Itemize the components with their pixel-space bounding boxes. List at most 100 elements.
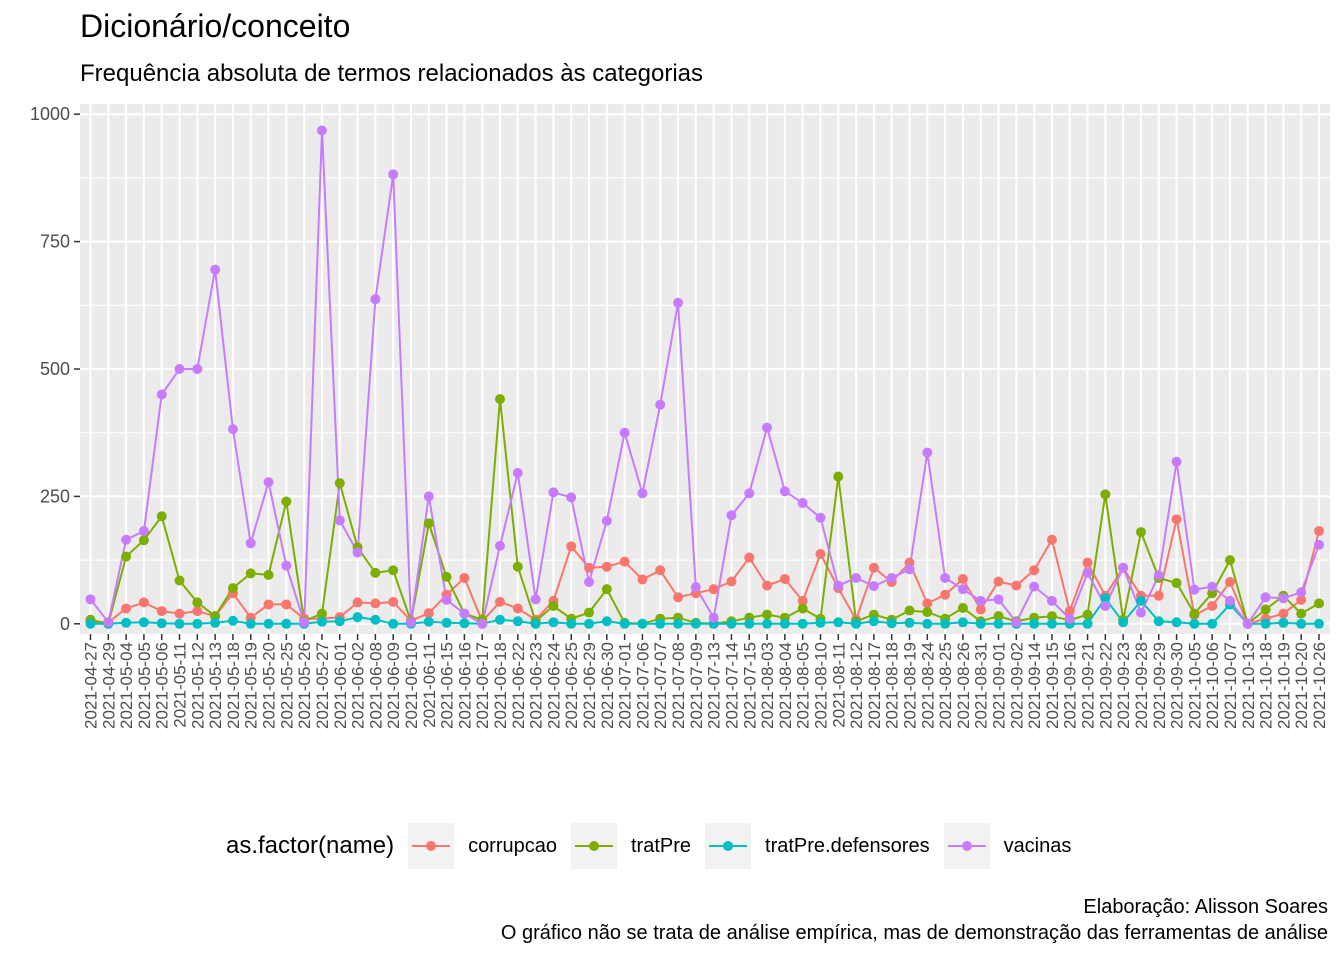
data-point-tratPre xyxy=(121,551,132,562)
data-point-vacinas xyxy=(1064,613,1075,624)
data-point-vacinas xyxy=(655,399,666,410)
data-point-vacinas xyxy=(156,389,167,400)
x-tick-label: 2021-09-28 xyxy=(1132,642,1151,729)
x-tick-label: 2021-08-04 xyxy=(776,642,795,729)
data-point-corrupcao xyxy=(388,596,399,607)
data-point-tratPre xyxy=(904,605,915,616)
data-point-corrupcao xyxy=(1153,590,1164,601)
data-point-vacinas xyxy=(584,577,595,588)
legend-key-point xyxy=(426,841,437,851)
data-point-vacinas xyxy=(708,612,719,623)
data-point-vacinas xyxy=(1207,581,1218,592)
data-point-tratPre.defensores xyxy=(263,618,274,629)
data-point-vacinas xyxy=(1046,595,1057,606)
data-point-tratPre xyxy=(1314,598,1324,609)
y-tick-label: 0 xyxy=(60,614,70,634)
x-tick-label: 2021-06-15 xyxy=(438,642,457,729)
data-point-tratPre.defensores xyxy=(530,618,541,629)
data-point-vacinas xyxy=(1153,570,1164,581)
data-point-tratPre.defensores xyxy=(868,616,879,627)
data-point-vacinas xyxy=(477,618,488,629)
x-tick-label: 2021-08-10 xyxy=(811,642,830,729)
data-point-corrupcao xyxy=(1224,577,1235,588)
legend-key-point xyxy=(723,841,734,851)
data-point-vacinas xyxy=(815,512,826,523)
data-point-tratPre xyxy=(245,568,256,579)
data-point-vacinas xyxy=(868,581,879,592)
data-point-vacinas xyxy=(851,572,862,583)
data-point-corrupcao xyxy=(174,608,185,619)
data-point-vacinas xyxy=(138,526,149,537)
data-point-corrupcao xyxy=(1011,580,1022,591)
x-tick-label: 2021-08-05 xyxy=(794,642,813,729)
data-point-tratPre.defensores xyxy=(227,615,238,626)
data-point-corrupcao xyxy=(192,606,203,617)
data-point-tratPre.defensores xyxy=(584,618,595,629)
y-axis: 0 250 500 750 1000 xyxy=(30,104,80,634)
data-point-tratPre xyxy=(156,511,167,522)
x-tick-label: 2021-05-25 xyxy=(277,642,296,729)
data-point-tratPre.defensores xyxy=(566,618,577,629)
data-point-tratPre.defensores xyxy=(138,617,149,628)
y-tick-label: 750 xyxy=(40,232,70,252)
data-point-corrupcao xyxy=(423,608,434,619)
x-tick-label: 2021-05-27 xyxy=(313,642,332,729)
y-tick-label: 1000 xyxy=(30,104,70,124)
x-axis: 2021-04-272021-04-292021-05-042021-05-05… xyxy=(82,634,1329,729)
data-point-tratPre.defensores xyxy=(690,618,701,629)
x-tick-label: 2021-05-19 xyxy=(242,642,261,729)
x-tick-label: 2021-09-30 xyxy=(1168,642,1187,729)
data-point-vacinas xyxy=(993,594,1004,605)
data-point-corrupcao xyxy=(459,572,470,583)
data-point-tratPre xyxy=(762,609,773,620)
x-tick-label: 2021-07-01 xyxy=(616,642,635,729)
data-point-tratPre xyxy=(1046,611,1057,622)
data-point-tratPre xyxy=(797,603,808,614)
data-point-corrupcao xyxy=(156,606,167,617)
x-tick-label: 2021-08-03 xyxy=(758,642,777,729)
data-point-vacinas xyxy=(441,594,452,605)
data-point-tratPre.defensores xyxy=(1118,617,1129,628)
x-tick-label: 2021-07-09 xyxy=(687,642,706,729)
data-point-tratPre.defensores xyxy=(619,618,630,629)
x-tick-label: 2021-07-07 xyxy=(651,642,670,729)
data-point-tratPre.defensores xyxy=(957,617,968,628)
legend-key-corrupcao xyxy=(408,823,455,869)
data-point-tratPre.defensores xyxy=(1100,593,1111,604)
data-point-tratPre xyxy=(993,611,1004,622)
x-tick-label: 2021-10-20 xyxy=(1292,642,1311,729)
series-line-corrupcao xyxy=(90,519,1320,626)
x-tick-label: 2021-08-24 xyxy=(918,642,937,729)
data-point-tratPre.defensores xyxy=(833,617,844,628)
data-point-tratPre xyxy=(1100,489,1111,500)
x-tick-label: 2021-10-26 xyxy=(1310,642,1329,729)
data-point-tratPre xyxy=(957,603,968,614)
data-point-corrupcao xyxy=(993,576,1004,587)
x-tick-label: 2021-05-05 xyxy=(135,642,154,729)
series-points xyxy=(85,125,1324,629)
x-tick-label: 2021-06-02 xyxy=(349,642,368,729)
x-tick-label: 2021-05-04 xyxy=(117,642,136,729)
data-point-tratPre.defensores xyxy=(370,614,381,625)
x-tick-label: 2021-10-19 xyxy=(1274,642,1293,729)
data-point-corrupcao xyxy=(957,573,968,584)
x-tick-label: 2021-06-22 xyxy=(509,642,528,729)
data-point-corrupcao xyxy=(940,589,951,600)
data-point-tratPre.defensores xyxy=(940,618,951,629)
data-point-vacinas xyxy=(940,572,951,583)
data-point-tratPre xyxy=(512,561,523,572)
data-point-tratPre.defensores xyxy=(762,618,773,629)
data-point-tratPre.defensores xyxy=(815,617,826,628)
chart-title: Dicionário/conceito xyxy=(80,8,351,44)
data-point-tratPre.defensores xyxy=(245,618,256,629)
data-point-tratPre.defensores xyxy=(1046,618,1057,629)
data-point-tratPre.defensores xyxy=(1314,618,1324,629)
data-point-vacinas xyxy=(1278,593,1289,604)
data-point-vacinas xyxy=(299,617,310,628)
data-point-vacinas xyxy=(1029,581,1040,592)
data-point-tratPre.defensores xyxy=(655,618,666,629)
data-point-tratPre xyxy=(1296,608,1307,619)
data-point-vacinas xyxy=(1135,607,1146,618)
legend-item-tratPre: tratPre xyxy=(571,823,691,869)
data-point-vacinas xyxy=(174,364,185,374)
